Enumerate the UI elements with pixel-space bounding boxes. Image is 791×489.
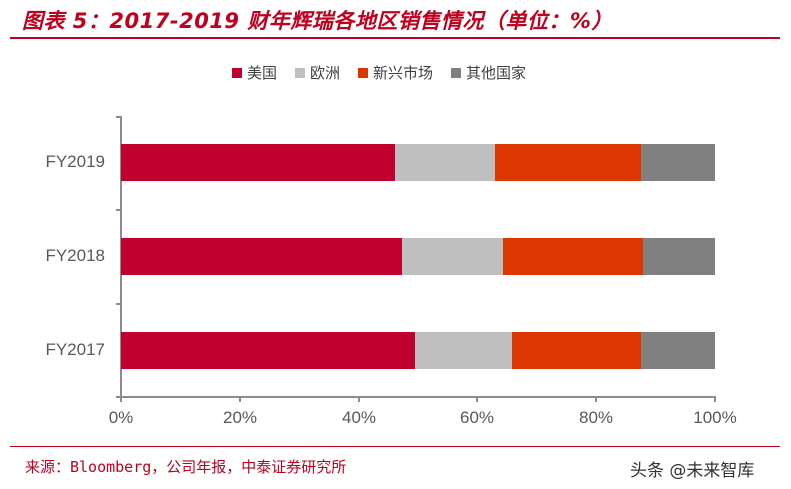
- bar-segment-emerging: [502, 238, 644, 275]
- source-note: 来源：Bloomberg，公司年报，中泰证券研究所: [25, 458, 347, 476]
- y-tick-label: FY2018: [45, 246, 105, 265]
- legend-label-europe: 欧洲: [310, 64, 341, 82]
- x-axis-tick: [714, 396, 716, 402]
- legend-swatch-other: [451, 67, 462, 78]
- x-axis-tick: [595, 396, 597, 402]
- x-tick-label: 100%: [693, 408, 737, 427]
- chart-title: 图表 5：2017-2019 财年辉瑞各地区销售情况（单位：%）: [22, 9, 613, 33]
- title-divider: [10, 37, 780, 39]
- y-axis: [120, 116, 122, 397]
- bar-fy2018: [121, 238, 715, 275]
- x-tick-label: 60%: [459, 408, 495, 427]
- x-axis-tick: [476, 396, 478, 402]
- legend: 美国 欧洲 新兴市场 其他国家: [232, 62, 526, 83]
- y-tick-label: FY2019: [45, 152, 105, 171]
- bar-segment-europe: [394, 144, 495, 181]
- x-axis-tick: [120, 396, 122, 402]
- bar-fy2017: [121, 332, 715, 369]
- bar-segment-us: [121, 332, 416, 369]
- legend-item-europe: 欧洲: [295, 62, 340, 83]
- legend-label-us: 美国: [247, 64, 278, 82]
- y-axis-tick: [116, 209, 121, 211]
- x-axis: [120, 396, 716, 398]
- legend-item-other: 其他国家: [451, 62, 526, 83]
- x-axis-tick: [358, 396, 360, 402]
- x-tick-label: 20%: [222, 408, 258, 427]
- bar-segment-emerging: [494, 144, 641, 181]
- legend-label-emerging: 新兴市场: [373, 64, 434, 82]
- x-tick-label: 80%: [578, 408, 614, 427]
- footer-divider: [10, 446, 780, 447]
- bar-segment-other: [643, 238, 715, 275]
- legend-label-other: 其他国家: [466, 64, 527, 82]
- y-axis-tick: [116, 396, 121, 398]
- y-axis-tick: [116, 116, 121, 118]
- x-tick-label: 40%: [341, 408, 377, 427]
- legend-swatch-emerging: [358, 67, 369, 78]
- y-axis-tick: [116, 303, 121, 305]
- y-tick-label: FY2017: [45, 340, 105, 359]
- bar-segment-us: [121, 144, 395, 181]
- watermark: 头条 @未来智库: [630, 461, 755, 481]
- bar-segment-us: [121, 238, 402, 275]
- bar-segment-europe: [415, 332, 512, 369]
- x-tick-label: 0%: [108, 408, 134, 427]
- x-axis-tick: [239, 396, 241, 402]
- legend-item-us: 美国: [232, 62, 277, 83]
- legend-swatch-europe: [295, 67, 306, 78]
- bar-segment-emerging: [511, 332, 641, 369]
- bar-segment-other: [640, 332, 715, 369]
- bar-fy2019: [121, 144, 715, 181]
- bar-segment-other: [640, 144, 715, 181]
- legend-swatch-us: [232, 67, 242, 78]
- bar-segment-europe: [401, 238, 503, 275]
- legend-item-emerging: 新兴市场: [358, 62, 433, 83]
